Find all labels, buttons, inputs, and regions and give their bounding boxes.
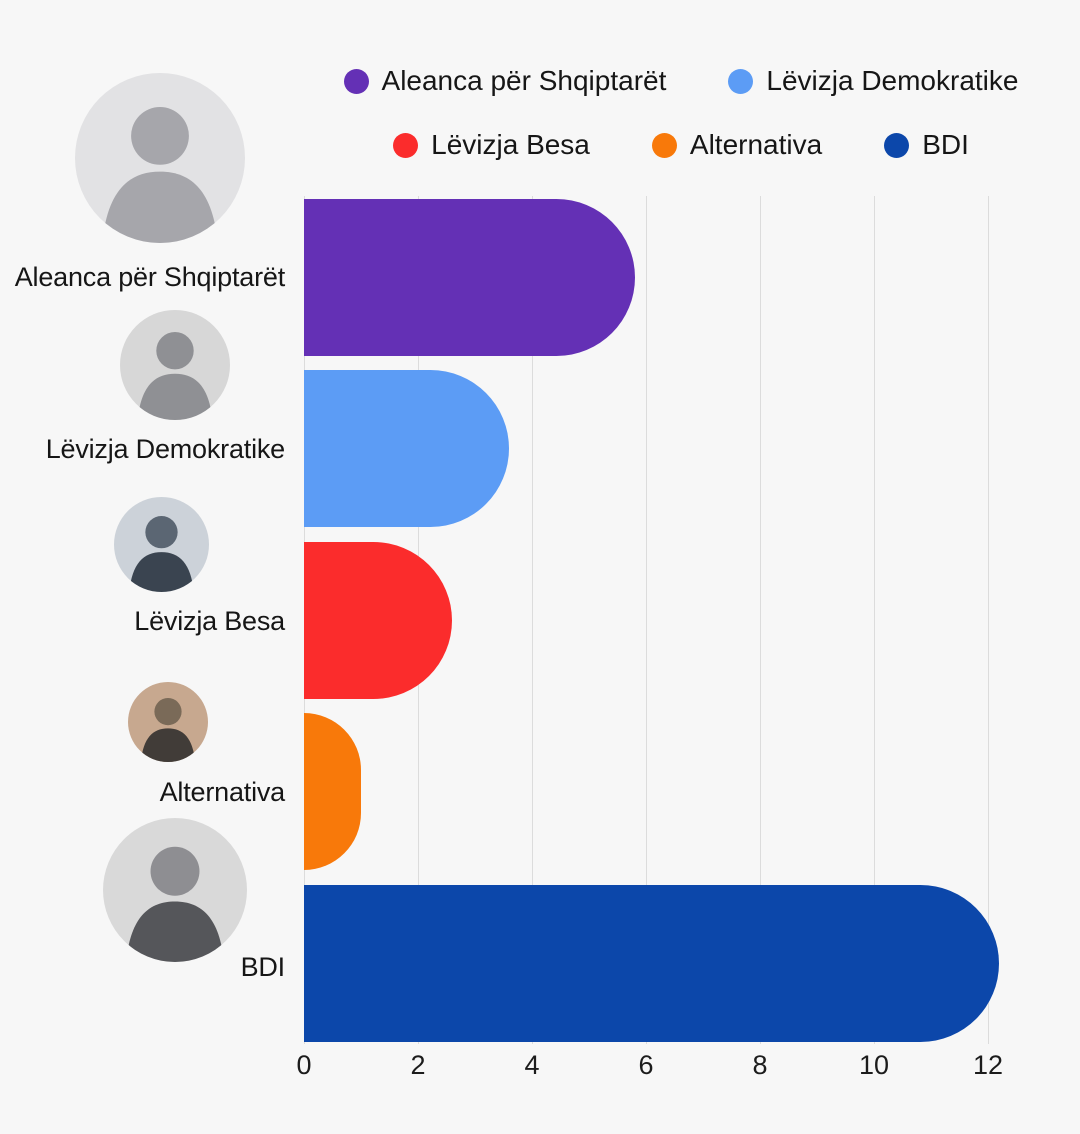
legend-color-dot [343,68,369,94]
legend: Aleanca për Shqiptarët Lëvizja Demokrati… [300,60,1062,166]
person-icon [137,332,213,420]
legend-label: BDI [922,129,969,160]
legend-row-2: Lëvizja Besa Alternativa BDI [300,124,1062,166]
bar-1 [304,370,510,527]
leader-avatar-bdi [103,818,247,962]
bar-2 [304,541,453,699]
legend-item-besa: Lëvizja Besa [393,124,590,166]
bar-3 [304,713,361,870]
category-label-besa: Lëvizja Besa [134,606,285,636]
legend-item-bdi: BDI [884,124,969,166]
person-icon [140,698,196,762]
legend-color-dot [651,132,677,158]
legend-label: Aleanca për Shqiptarët [381,65,667,96]
legend-color-dot [728,68,754,94]
x-axis-tick-label: 0 [296,1050,312,1080]
legend-label: Lëvizja Besa [431,129,590,160]
x-axis-tick-label: 8 [752,1050,768,1080]
legend-label: Lëvizja Demokratike [766,65,1019,96]
leader-avatar-demokratike [120,310,230,420]
legend-label: Alternativa [689,129,823,160]
x-axis-tick-label: 12 [972,1050,1004,1080]
category-label-bdi: BDI [240,952,286,982]
category-label-demokratike: Lëvizja Demokratike [45,434,285,464]
x-axis-tick-label: 2 [410,1050,426,1080]
legend-item-alternativa: Alternativa [651,124,823,166]
legend-item-demokratike: Lëvizja Demokratike [728,60,1018,102]
leader-avatar-alternativa [128,682,208,762]
legend-row-1: Aleanca për Shqiptarët Lëvizja Demokrati… [300,60,1062,102]
x-axis-tick-label: 6 [638,1050,654,1080]
category-label-aleanca: Aleanca për Shqiptarët [14,262,285,292]
bar-0 [304,198,635,356]
gridline-x-4 [532,196,533,1044]
leader-avatar-aleanca [75,73,245,243]
x-axis-tick-label: 4 [524,1050,540,1080]
category-label-alternativa: Alternativa [159,777,286,807]
gridline-x-8 [760,196,761,1044]
gridline-x-6 [646,196,647,1044]
x-axis-tick-label: 10 [858,1050,890,1080]
person-icon [102,107,218,243]
bar-4 [304,884,1000,1042]
person-icon [129,516,194,592]
gridline-x-12 [988,196,989,1044]
legend-item-aleanca: Aleanca për Shqiptarët [343,60,667,102]
legend-color-dot [884,132,910,158]
leader-avatar-besa [114,497,209,592]
legend-color-dot [393,132,419,158]
gridline-x-10 [874,196,875,1044]
person-icon [126,846,224,962]
